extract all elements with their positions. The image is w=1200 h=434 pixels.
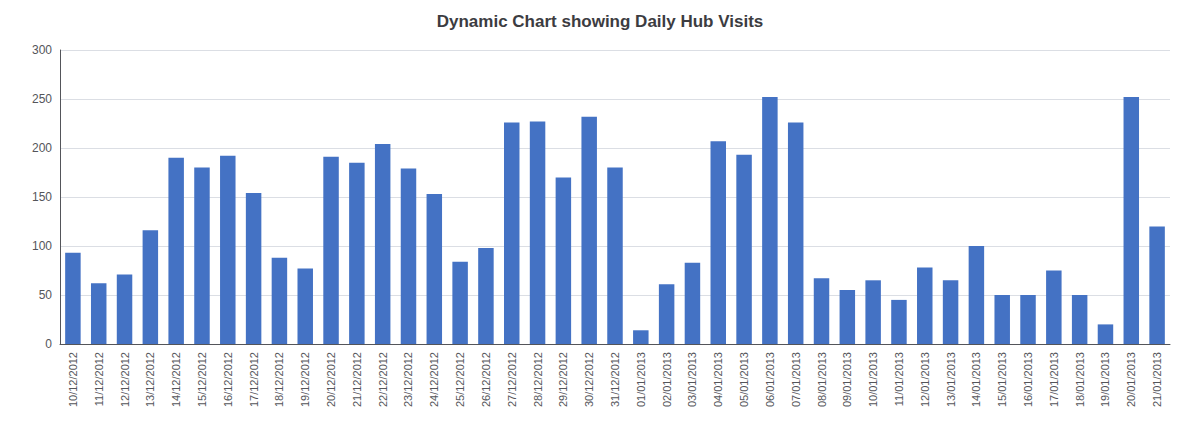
svg-text:30/12/2012: 30/12/2012 <box>583 352 595 407</box>
svg-text:Dynamic Chart showing Daily Hu: Dynamic Chart showing Daily Hub Visits <box>437 12 764 31</box>
svg-text:19/01/2013: 19/01/2013 <box>1099 352 1111 407</box>
svg-text:18/12/2012: 18/12/2012 <box>273 352 285 407</box>
svg-text:09/01/2013: 09/01/2013 <box>841 352 853 407</box>
svg-text:08/01/2013: 08/01/2013 <box>816 352 828 407</box>
svg-text:23/12/2012: 23/12/2012 <box>402 352 414 407</box>
svg-text:16/01/2013: 16/01/2013 <box>1022 352 1034 407</box>
svg-text:04/01/2013: 04/01/2013 <box>712 352 724 407</box>
svg-text:03/01/2013: 03/01/2013 <box>686 352 698 407</box>
svg-text:26/12/2012: 26/12/2012 <box>480 352 492 407</box>
svg-text:28/12/2012: 28/12/2012 <box>532 352 544 407</box>
svg-text:20/12/2012: 20/12/2012 <box>325 352 337 407</box>
svg-text:05/01/2013: 05/01/2013 <box>738 352 750 407</box>
svg-text:22/12/2012: 22/12/2012 <box>377 352 389 407</box>
svg-text:19/12/2012: 19/12/2012 <box>299 352 311 407</box>
svg-text:15/12/2012: 15/12/2012 <box>196 352 208 407</box>
svg-text:250: 250 <box>32 92 52 106</box>
svg-text:24/12/2012: 24/12/2012 <box>428 352 440 407</box>
svg-text:12/12/2012: 12/12/2012 <box>119 352 131 407</box>
svg-text:11/12/2012: 11/12/2012 <box>93 352 105 406</box>
svg-text:13/01/2013: 13/01/2013 <box>945 352 957 407</box>
svg-text:27/12/2012: 27/12/2012 <box>506 352 518 407</box>
svg-text:15/01/2013: 15/01/2013 <box>996 352 1008 407</box>
svg-text:21/12/2012: 21/12/2012 <box>351 352 363 407</box>
svg-text:07/01/2013: 07/01/2013 <box>790 352 802 407</box>
svg-text:10/01/2013: 10/01/2013 <box>867 352 879 407</box>
svg-text:14/01/2013: 14/01/2013 <box>970 352 982 407</box>
svg-text:17/12/2012: 17/12/2012 <box>248 352 260 407</box>
svg-text:10/12/2012: 10/12/2012 <box>67 352 79 407</box>
svg-text:300: 300 <box>32 43 52 57</box>
svg-text:06/01/2013: 06/01/2013 <box>764 352 776 407</box>
svg-text:0: 0 <box>45 337 52 351</box>
svg-text:01/01/2013: 01/01/2013 <box>635 352 647 407</box>
svg-text:02/01/2013: 02/01/2013 <box>661 352 673 407</box>
svg-text:25/12/2012: 25/12/2012 <box>454 352 466 407</box>
svg-text:150: 150 <box>32 190 52 204</box>
svg-text:29/12/2012: 29/12/2012 <box>557 352 569 407</box>
svg-text:11/01/2013: 11/01/2013 <box>893 352 905 406</box>
svg-text:31/12/2012: 31/12/2012 <box>609 352 621 407</box>
svg-text:13/12/2012: 13/12/2012 <box>144 352 156 407</box>
svg-text:12/01/2013: 12/01/2013 <box>919 352 931 407</box>
svg-text:200: 200 <box>32 141 52 155</box>
svg-text:14/12/2012: 14/12/2012 <box>170 352 182 407</box>
svg-text:18/01/2013: 18/01/2013 <box>1074 352 1086 407</box>
svg-text:100: 100 <box>32 239 52 253</box>
svg-text:17/01/2013: 17/01/2013 <box>1048 352 1060 407</box>
svg-text:16/12/2012: 16/12/2012 <box>222 352 234 407</box>
svg-text:20/01/2013: 20/01/2013 <box>1125 352 1137 407</box>
svg-text:21/01/2013: 21/01/2013 <box>1151 352 1163 407</box>
svg-text:50: 50 <box>39 288 53 302</box>
